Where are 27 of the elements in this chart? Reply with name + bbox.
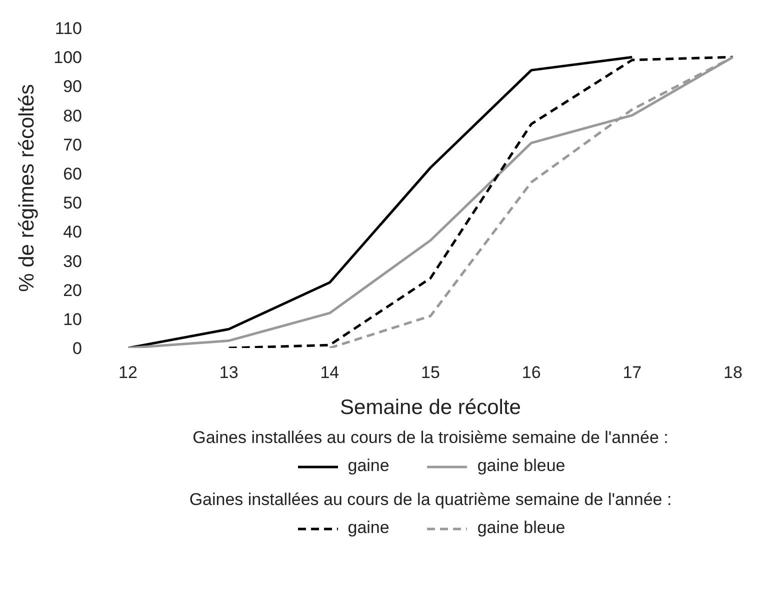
y-tick-label: 110 <box>54 19 82 38</box>
x-axis-title: Semaine de récolte <box>340 396 521 419</box>
y-tick-label: 90 <box>63 77 82 96</box>
y-tick-label: 30 <box>63 252 82 271</box>
legend-label: gaine bleue <box>476 456 566 475</box>
y-tick-label: 10 <box>63 310 82 329</box>
text: Gaines installées au cours de la troisième semaine de l'année : <box>192 428 670 448</box>
x-tick-label: 12 <box>118 363 138 382</box>
y-tick-label: 0 <box>72 339 82 358</box>
x-tick-label: 18 <box>724 363 742 382</box>
y-tick-label: 50 <box>63 194 82 213</box>
y-tick-label: 40 <box>63 222 82 242</box>
x-tick-label: 15 <box>421 363 440 382</box>
legend-label: gaine <box>346 518 390 537</box>
y-axis-title: % de régimes récoltés <box>15 84 38 292</box>
y-tick-label: 20 <box>63 280 82 300</box>
y-tick-label: 100 <box>54 48 82 68</box>
legend-label: gaine bleue <box>476 518 566 537</box>
y-tick-label: 60 <box>63 164 82 184</box>
y-tick-label: 70 <box>63 135 82 154</box>
text: Gaines installées au cours de la quatrième semaine de l'année : <box>188 490 673 510</box>
y-tick-label: 80 <box>63 106 82 126</box>
x-tick-label: 13 <box>219 363 238 382</box>
x-tick-label: 16 <box>522 363 541 382</box>
legend-label: gaine <box>346 456 390 475</box>
x-tick-label: 17 <box>622 363 642 382</box>
x-tick-label: 14 <box>320 363 340 382</box>
